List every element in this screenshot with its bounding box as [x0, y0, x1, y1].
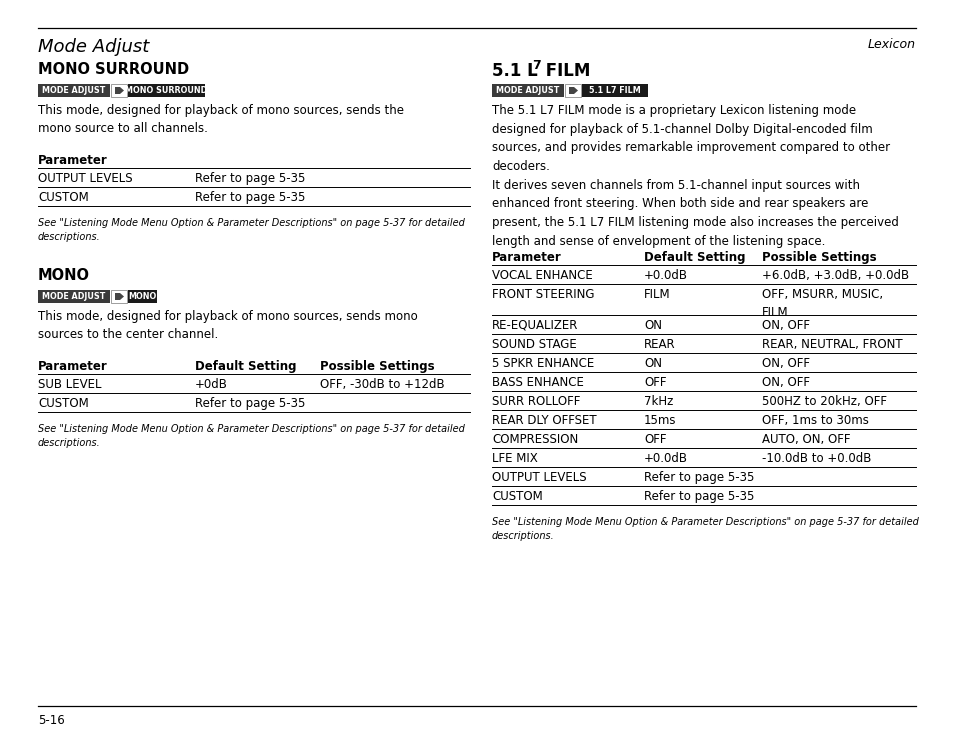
Text: LFE MIX: LFE MIX	[492, 452, 537, 465]
Text: CUSTOM: CUSTOM	[38, 397, 89, 410]
Text: VOCAL ENHANCE: VOCAL ENHANCE	[492, 269, 592, 282]
Text: 15ms: 15ms	[643, 414, 676, 427]
Text: MONO SURROUND: MONO SURROUND	[38, 62, 189, 77]
Text: -10.0dB to +0.0dB: -10.0dB to +0.0dB	[761, 452, 870, 465]
Polygon shape	[568, 87, 578, 94]
Text: OFF, -30dB to +12dB: OFF, -30dB to +12dB	[319, 378, 444, 391]
Text: Default Setting: Default Setting	[643, 251, 744, 264]
Text: 5.1 L: 5.1 L	[492, 62, 537, 80]
Text: Mode Adjust: Mode Adjust	[38, 38, 149, 56]
FancyBboxPatch shape	[38, 84, 110, 97]
FancyBboxPatch shape	[128, 84, 205, 97]
Text: OFF, 1ms to 30ms: OFF, 1ms to 30ms	[761, 414, 868, 427]
Text: FILM: FILM	[643, 288, 670, 301]
Text: Default Setting: Default Setting	[194, 360, 296, 373]
Text: MODE ADJUST: MODE ADJUST	[42, 292, 106, 301]
Polygon shape	[115, 293, 124, 300]
Text: FILM: FILM	[539, 62, 590, 80]
Text: Parameter: Parameter	[38, 154, 108, 167]
Text: ON: ON	[643, 357, 661, 370]
Text: Refer to page 5-35: Refer to page 5-35	[194, 191, 305, 204]
Text: OUTPUT LEVELS: OUTPUT LEVELS	[38, 172, 132, 185]
Text: MONO: MONO	[129, 292, 156, 301]
Text: Refer to page 5-35: Refer to page 5-35	[643, 490, 754, 503]
Text: This mode, designed for playback of mono sources, sends the
mono source to all c: This mode, designed for playback of mono…	[38, 104, 403, 136]
Polygon shape	[115, 87, 124, 94]
Text: See "Listening Mode Menu Option & Parameter Descriptions" on page 5-37 for detai: See "Listening Mode Menu Option & Parame…	[38, 218, 464, 241]
Text: Lexicon: Lexicon	[867, 38, 915, 51]
Text: REAR, NEUTRAL, FRONT: REAR, NEUTRAL, FRONT	[761, 338, 902, 351]
FancyBboxPatch shape	[581, 84, 648, 97]
Text: Refer to page 5-35: Refer to page 5-35	[194, 397, 305, 410]
Text: RE-EQUALIZER: RE-EQUALIZER	[492, 319, 578, 332]
Text: +0dB: +0dB	[194, 378, 228, 391]
Text: ON: ON	[643, 319, 661, 332]
Text: Possible Settings: Possible Settings	[761, 251, 876, 264]
Text: MONO SURROUND: MONO SURROUND	[125, 86, 208, 95]
Text: Possible Settings: Possible Settings	[319, 360, 435, 373]
Text: This mode, designed for playback of mono sources, sends mono
sources to the cent: This mode, designed for playback of mono…	[38, 310, 417, 342]
Text: 5 SPKR ENHANCE: 5 SPKR ENHANCE	[492, 357, 594, 370]
Text: COMPRESSION: COMPRESSION	[492, 433, 578, 446]
Text: Parameter: Parameter	[492, 251, 561, 264]
Text: ON, OFF: ON, OFF	[761, 319, 809, 332]
Text: OUTPUT LEVELS: OUTPUT LEVELS	[492, 471, 586, 484]
Text: The 5.1 L7 FILM mode is a proprietary Lexicon listening mode
designed for playba: The 5.1 L7 FILM mode is a proprietary Le…	[492, 104, 889, 173]
Text: ON, OFF: ON, OFF	[761, 376, 809, 389]
Text: +0.0dB: +0.0dB	[643, 269, 687, 282]
FancyBboxPatch shape	[564, 84, 580, 97]
Text: +6.0dB, +3.0dB, +0.0dB: +6.0dB, +3.0dB, +0.0dB	[761, 269, 908, 282]
Text: 5.1 L7 FILM: 5.1 L7 FILM	[589, 86, 640, 95]
Text: SURR ROLLOFF: SURR ROLLOFF	[492, 395, 579, 408]
Text: FRONT STEERING: FRONT STEERING	[492, 288, 594, 301]
Text: 7: 7	[532, 59, 540, 72]
Text: BASS ENHANCE: BASS ENHANCE	[492, 376, 583, 389]
Text: MONO: MONO	[38, 268, 90, 283]
Text: Parameter: Parameter	[38, 360, 108, 373]
Text: REAR DLY OFFSET: REAR DLY OFFSET	[492, 414, 596, 427]
Text: 500HZ to 20kHz, OFF: 500HZ to 20kHz, OFF	[761, 395, 886, 408]
Text: 5-16: 5-16	[38, 714, 65, 727]
Text: OFF: OFF	[643, 376, 666, 389]
Text: CUSTOM: CUSTOM	[38, 191, 89, 204]
FancyBboxPatch shape	[492, 84, 563, 97]
Text: Refer to page 5-35: Refer to page 5-35	[643, 471, 754, 484]
FancyBboxPatch shape	[38, 290, 110, 303]
Text: Refer to page 5-35: Refer to page 5-35	[194, 172, 305, 185]
Text: See "Listening Mode Menu Option & Parameter Descriptions" on page 5-37 for detai: See "Listening Mode Menu Option & Parame…	[38, 424, 464, 448]
Text: REAR: REAR	[643, 338, 675, 351]
Text: AUTO, ON, OFF: AUTO, ON, OFF	[761, 433, 850, 446]
Text: OFF: OFF	[643, 433, 666, 446]
Text: OFF, MSURR, MUSIC,
FILM: OFF, MSURR, MUSIC, FILM	[761, 288, 882, 319]
FancyBboxPatch shape	[128, 290, 157, 303]
FancyBboxPatch shape	[111, 290, 127, 303]
Text: 7kHz: 7kHz	[643, 395, 673, 408]
Text: SOUND STAGE: SOUND STAGE	[492, 338, 577, 351]
Text: SUB LEVEL: SUB LEVEL	[38, 378, 101, 391]
Text: MODE ADJUST: MODE ADJUST	[42, 86, 106, 95]
Text: ON, OFF: ON, OFF	[761, 357, 809, 370]
Text: CUSTOM: CUSTOM	[492, 490, 542, 503]
Text: +0.0dB: +0.0dB	[643, 452, 687, 465]
Text: MODE ADJUST: MODE ADJUST	[496, 86, 559, 95]
FancyBboxPatch shape	[111, 84, 127, 97]
Text: See "Listening Mode Menu Option & Parameter Descriptions" on page 5-37 for detai: See "Listening Mode Menu Option & Parame…	[492, 517, 918, 541]
Text: It derives seven channels from 5.1-channel input sources with
enhanced front ste: It derives seven channels from 5.1-chann…	[492, 179, 898, 247]
